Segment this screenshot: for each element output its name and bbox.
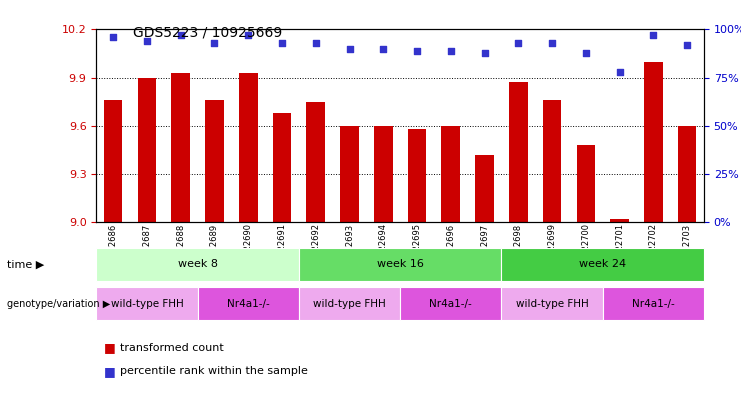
Point [242, 32, 254, 39]
Point [580, 50, 592, 56]
Bar [542, 100, 562, 222]
Bar [96, 287, 198, 320]
Point [107, 34, 119, 40]
Bar [198, 287, 299, 320]
Bar [96, 248, 299, 281]
Text: percentile rank within the sample: percentile rank within the sample [120, 366, 308, 376]
Text: time ▶: time ▶ [7, 259, 44, 269]
Point [141, 38, 153, 44]
Bar [644, 62, 662, 222]
Bar [273, 113, 291, 222]
Bar [475, 155, 494, 222]
Text: Nr4a1-/-: Nr4a1-/- [632, 299, 675, 309]
Point [546, 40, 558, 46]
Bar [442, 126, 460, 222]
Text: wild-type FHH: wild-type FHH [516, 299, 588, 309]
Text: ■: ■ [104, 341, 116, 354]
Text: week 8: week 8 [178, 259, 218, 269]
Bar [408, 129, 426, 222]
Text: week 16: week 16 [376, 259, 424, 269]
Point [276, 40, 288, 46]
Text: ■: ■ [104, 365, 116, 378]
Bar [299, 248, 502, 281]
Bar [502, 287, 602, 320]
Text: wild-type FHH: wild-type FHH [313, 299, 386, 309]
Point [310, 40, 322, 46]
Point [681, 42, 693, 48]
Point [512, 40, 524, 46]
Bar [104, 100, 122, 222]
Point [648, 32, 659, 39]
Bar [576, 145, 595, 222]
Bar [340, 126, 359, 222]
Point [175, 32, 187, 39]
Point [208, 40, 220, 46]
Text: wild-type FHH: wild-type FHH [110, 299, 183, 309]
Bar [299, 287, 400, 320]
Bar [138, 77, 156, 222]
Point [411, 48, 423, 54]
Bar [171, 73, 190, 222]
Bar [678, 126, 697, 222]
Point [445, 48, 456, 54]
Text: Nr4a1-/-: Nr4a1-/- [227, 299, 270, 309]
Point [344, 46, 356, 52]
Text: transformed count: transformed count [120, 343, 224, 353]
Point [377, 46, 389, 52]
Point [479, 50, 491, 56]
Bar [400, 287, 502, 320]
Point [614, 69, 625, 75]
Bar [374, 126, 393, 222]
Text: genotype/variation ▶: genotype/variation ▶ [7, 299, 110, 309]
Bar [205, 100, 224, 222]
Bar [602, 287, 704, 320]
Text: week 24: week 24 [579, 259, 626, 269]
Bar [502, 248, 704, 281]
Text: Nr4a1-/-: Nr4a1-/- [429, 299, 472, 309]
Bar [239, 73, 258, 222]
Text: GDS5223 / 10925669: GDS5223 / 10925669 [133, 26, 282, 40]
Bar [509, 83, 528, 222]
Bar [307, 102, 325, 222]
Bar [611, 219, 629, 222]
